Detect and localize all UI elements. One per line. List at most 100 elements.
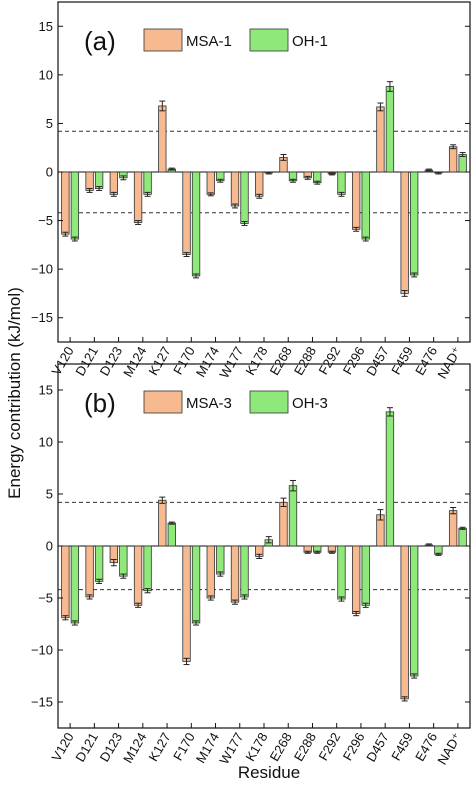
x-tick-label: K178 <box>242 344 270 378</box>
bar-MSA-3-M124 <box>133 545 143 606</box>
legend-swatch-MSA-1 <box>143 28 183 52</box>
x-tick-label: F292 <box>315 344 343 377</box>
x-tick-label: W177 <box>216 730 246 767</box>
bar-MSA-3-V120 <box>61 545 70 619</box>
x-tick-label: E268 <box>267 730 295 764</box>
legend-swatch-OH-3 <box>249 390 289 414</box>
bar-MSA-3-F296 <box>352 545 361 614</box>
x-tick-label: K127 <box>145 344 173 378</box>
bar-OH-3-V120 <box>70 545 80 624</box>
bar-MSA-1-D121 <box>85 171 94 191</box>
y-tick-label: −15 <box>31 695 53 710</box>
bar-MSA-1-K178 <box>255 171 264 197</box>
bar-OH-3-F296 <box>361 545 370 606</box>
bar-MSA-3-W177 <box>230 545 240 603</box>
x-tick-label: NAD⁺ <box>434 730 464 767</box>
x-tick-label: E288 <box>291 344 319 378</box>
bar-MSA-3-NAD⁺ <box>448 510 458 547</box>
x-tick-label: NAD⁺ <box>434 344 464 381</box>
x-tick-label: M124 <box>120 344 149 380</box>
bar-MSA-1-K127 <box>158 105 167 173</box>
bar-OH-3-D457 <box>385 411 395 547</box>
bar-MSA-1-F296 <box>352 171 361 230</box>
legend-label-MSA-3: MSA-3 <box>186 395 232 412</box>
x-tick-label: F296 <box>340 730 368 763</box>
bar-OH-1-W177 <box>240 171 249 224</box>
plot-frame <box>57 363 471 729</box>
bar-OH-3-D121 <box>94 545 104 582</box>
x-tick-label: M124 <box>120 730 149 766</box>
x-tick-label: K178 <box>242 730 270 764</box>
bar-OH-3-M124 <box>143 545 152 592</box>
legend-label-MSA-1: MSA-1 <box>186 33 232 50</box>
y-tick-label: −10 <box>31 262 53 277</box>
bar-MSA-3-F170 <box>182 545 191 662</box>
x-tick-label: D121 <box>72 344 101 378</box>
bar-MSA-3-D121 <box>85 545 94 598</box>
bar-OH-1-F459 <box>410 171 419 276</box>
x-tick-label: E288 <box>291 730 319 764</box>
bar-OH-3-F292 <box>337 545 346 600</box>
x-tick-label: D121 <box>72 730 101 764</box>
bar-MSA-1-W177 <box>230 171 240 207</box>
bar-OH-3-D123 <box>119 545 128 577</box>
legend-label-OH-1: OH-1 <box>292 33 328 50</box>
bar-MSA-3-F459 <box>400 545 409 700</box>
legend-label-OH-3: OH-3 <box>292 395 328 412</box>
bar-OH-1-F170 <box>191 171 201 277</box>
panel-b: V120D121D123M124K127F170M174W177K178E268… <box>31 363 471 767</box>
y-tick-label: 5 <box>46 116 53 131</box>
x-axis-title: Residue <box>238 763 300 782</box>
panel-label: (b) <box>84 388 116 418</box>
bar-OH-1-V120 <box>70 171 80 240</box>
x-tick-label: V120 <box>49 730 77 764</box>
bar-OH-3-W177 <box>240 545 249 598</box>
y-tick-label: 0 <box>46 539 53 554</box>
bar-OH-3-E268 <box>288 485 298 547</box>
x-tick-label: E268 <box>267 344 295 378</box>
bar-MSA-3-K127 <box>158 499 167 547</box>
bar-OH-1-NAD⁺ <box>458 154 467 173</box>
bar-MSA-1-NAD⁺ <box>448 146 458 173</box>
x-tick-label: F292 <box>315 730 343 763</box>
plot-frame <box>57 1 471 343</box>
panel-a: V120D121D123M124K127F170M174W177K178E268… <box>31 1 471 381</box>
bar-MSA-1-D123 <box>109 171 118 195</box>
bar-MSA-1-M124 <box>133 171 143 223</box>
bar-MSA-1-M174 <box>206 171 215 195</box>
y-tick-label: 10 <box>39 435 53 450</box>
y-tick-label: 0 <box>46 165 53 180</box>
legend-swatch-OH-1 <box>249 28 289 52</box>
bar-OH-3-M174 <box>216 545 225 575</box>
bar-OH-1-D457 <box>385 86 395 173</box>
y-tick-label: −10 <box>31 643 53 658</box>
y-axis-title: Energy contribution (kJ/mol) <box>5 287 24 499</box>
x-tick-label: F459 <box>388 730 416 763</box>
bar-OH-3-NAD⁺ <box>458 527 467 547</box>
bar-MSA-3-M174 <box>206 545 215 599</box>
x-tick-label: K127 <box>145 730 173 764</box>
bar-OH-1-M124 <box>143 171 152 195</box>
bar-OH-3-F170 <box>191 545 201 624</box>
x-tick-label: D457 <box>363 730 392 764</box>
bar-OH-1-D121 <box>94 171 104 189</box>
y-tick-label: −15 <box>31 310 53 325</box>
y-tick-label: −5 <box>38 591 53 606</box>
bar-OH-3-K127 <box>167 522 176 547</box>
x-tick-label: F459 <box>388 344 416 377</box>
bar-MSA-1-F170 <box>182 171 191 255</box>
bar-OH-3-F459 <box>410 545 419 677</box>
y-tick-label: −5 <box>38 213 53 228</box>
y-tick-label: 10 <box>39 67 53 82</box>
bar-MSA-1-V120 <box>61 171 70 235</box>
x-tick-label: V120 <box>49 344 77 378</box>
x-tick-label: W177 <box>216 344 246 381</box>
y-tick-label: 5 <box>46 487 53 502</box>
bar-MSA-1-D457 <box>376 106 385 173</box>
bar-MSA-3-E268 <box>279 501 288 547</box>
bar-MSA-1-F459 <box>400 171 409 294</box>
x-tick-label: D457 <box>363 344 392 378</box>
legend-swatch-MSA-3 <box>143 390 183 414</box>
bar-OH-1-F296 <box>361 171 370 240</box>
